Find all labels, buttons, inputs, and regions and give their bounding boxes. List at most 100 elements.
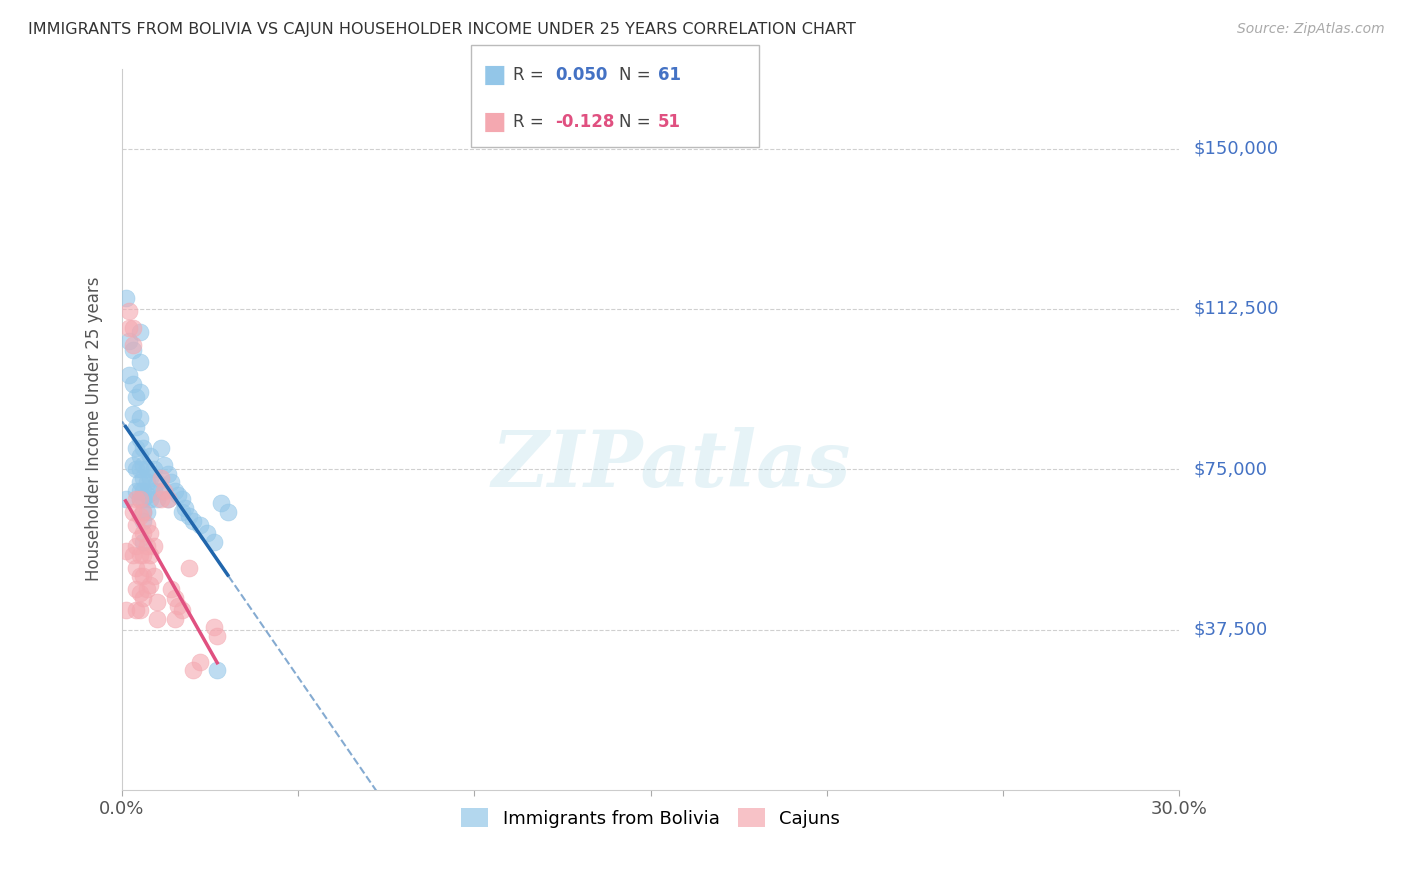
Immigrants from Bolivia bbox=[121, 376, 143, 391]
Immigrants from Bolivia bbox=[135, 475, 157, 489]
Cajuns bbox=[156, 492, 179, 507]
Immigrants from Bolivia bbox=[128, 462, 150, 476]
Cajuns bbox=[160, 582, 183, 596]
Cajuns bbox=[128, 569, 150, 583]
Immigrants from Bolivia bbox=[149, 483, 172, 498]
Cajuns bbox=[142, 569, 165, 583]
Immigrants from Bolivia bbox=[125, 419, 148, 434]
Cajuns bbox=[153, 483, 176, 498]
Immigrants from Bolivia bbox=[135, 488, 157, 502]
Cajuns bbox=[128, 509, 150, 524]
Cajuns bbox=[128, 548, 150, 562]
Immigrants from Bolivia bbox=[217, 505, 239, 519]
Text: -0.128: -0.128 bbox=[555, 112, 614, 130]
Cajuns bbox=[135, 560, 157, 574]
Text: $150,000: $150,000 bbox=[1194, 140, 1278, 158]
Text: IMMIGRANTS FROM BOLIVIA VS CAJUN HOUSEHOLDER INCOME UNDER 25 YEARS CORRELATION C: IMMIGRANTS FROM BOLIVIA VS CAJUN HOUSEHO… bbox=[28, 22, 856, 37]
Immigrants from Bolivia bbox=[170, 505, 193, 519]
Cajuns bbox=[181, 663, 204, 677]
Cajuns bbox=[132, 569, 155, 583]
Immigrants from Bolivia bbox=[177, 509, 200, 524]
Cajuns bbox=[146, 595, 169, 609]
Immigrants from Bolivia bbox=[146, 475, 169, 489]
Immigrants from Bolivia bbox=[170, 492, 193, 507]
Text: $75,000: $75,000 bbox=[1194, 460, 1267, 478]
Immigrants from Bolivia bbox=[132, 535, 155, 549]
Immigrants from Bolivia bbox=[132, 505, 155, 519]
Cajuns bbox=[132, 548, 155, 562]
Legend: Immigrants from Bolivia, Cajuns: Immigrants from Bolivia, Cajuns bbox=[454, 801, 848, 835]
Immigrants from Bolivia bbox=[139, 492, 162, 507]
Immigrants from Bolivia bbox=[128, 475, 150, 489]
Cajuns bbox=[118, 304, 141, 318]
Immigrants from Bolivia bbox=[195, 526, 218, 541]
Immigrants from Bolivia bbox=[132, 471, 155, 485]
Immigrants from Bolivia bbox=[167, 488, 190, 502]
Immigrants from Bolivia bbox=[114, 492, 136, 507]
Cajuns bbox=[135, 539, 157, 553]
Immigrants from Bolivia bbox=[132, 458, 155, 472]
Immigrants from Bolivia bbox=[160, 475, 183, 489]
Cajuns bbox=[202, 620, 225, 634]
Immigrants from Bolivia bbox=[121, 407, 143, 421]
Text: Source: ZipAtlas.com: Source: ZipAtlas.com bbox=[1237, 22, 1385, 37]
Immigrants from Bolivia bbox=[128, 355, 150, 369]
Cajuns bbox=[114, 543, 136, 558]
Cajuns bbox=[128, 586, 150, 600]
Immigrants from Bolivia bbox=[128, 411, 150, 425]
Cajuns bbox=[118, 321, 141, 335]
Text: ■: ■ bbox=[482, 110, 506, 134]
Immigrants from Bolivia bbox=[121, 343, 143, 357]
Immigrants from Bolivia bbox=[188, 517, 211, 532]
Cajuns bbox=[205, 629, 228, 643]
Cajuns bbox=[128, 531, 150, 545]
Cajuns bbox=[135, 582, 157, 596]
Cajuns bbox=[139, 548, 162, 562]
Immigrants from Bolivia bbox=[205, 663, 228, 677]
Immigrants from Bolivia bbox=[128, 492, 150, 507]
Text: $37,500: $37,500 bbox=[1194, 621, 1267, 639]
Immigrants from Bolivia bbox=[153, 458, 176, 472]
Cajuns bbox=[149, 492, 172, 507]
Immigrants from Bolivia bbox=[132, 492, 155, 507]
Immigrants from Bolivia bbox=[128, 433, 150, 447]
Cajuns bbox=[149, 471, 172, 485]
Immigrants from Bolivia bbox=[128, 450, 150, 464]
Immigrants from Bolivia bbox=[128, 483, 150, 498]
Immigrants from Bolivia bbox=[118, 334, 141, 348]
Cajuns bbox=[170, 603, 193, 617]
Cajuns bbox=[121, 321, 143, 335]
Cajuns bbox=[125, 582, 148, 596]
Immigrants from Bolivia bbox=[114, 291, 136, 305]
Cajuns bbox=[132, 505, 155, 519]
Immigrants from Bolivia bbox=[118, 368, 141, 383]
Cajuns bbox=[142, 539, 165, 553]
Text: ZIPatlas: ZIPatlas bbox=[492, 427, 852, 504]
Text: 61: 61 bbox=[658, 66, 681, 85]
Y-axis label: Householder Income Under 25 years: Householder Income Under 25 years bbox=[86, 277, 103, 582]
Immigrants from Bolivia bbox=[209, 496, 232, 510]
Text: $112,500: $112,500 bbox=[1194, 300, 1278, 318]
Immigrants from Bolivia bbox=[181, 514, 204, 528]
Cajuns bbox=[125, 517, 148, 532]
Immigrants from Bolivia bbox=[125, 462, 148, 476]
Cajuns bbox=[167, 599, 190, 613]
Immigrants from Bolivia bbox=[125, 390, 148, 404]
Cajuns bbox=[188, 655, 211, 669]
Immigrants from Bolivia bbox=[156, 467, 179, 481]
Immigrants from Bolivia bbox=[142, 483, 165, 498]
Cajuns bbox=[121, 548, 143, 562]
Immigrants from Bolivia bbox=[135, 505, 157, 519]
Text: 0.050: 0.050 bbox=[555, 66, 607, 85]
Immigrants from Bolivia bbox=[163, 483, 186, 498]
Cajuns bbox=[132, 591, 155, 605]
Cajuns bbox=[163, 591, 186, 605]
Immigrants from Bolivia bbox=[139, 471, 162, 485]
Cajuns bbox=[128, 603, 150, 617]
Cajuns bbox=[177, 560, 200, 574]
Text: 51: 51 bbox=[658, 112, 681, 130]
Text: N =: N = bbox=[619, 112, 655, 130]
Immigrants from Bolivia bbox=[174, 500, 197, 515]
Immigrants from Bolivia bbox=[202, 535, 225, 549]
Cajuns bbox=[125, 492, 148, 507]
